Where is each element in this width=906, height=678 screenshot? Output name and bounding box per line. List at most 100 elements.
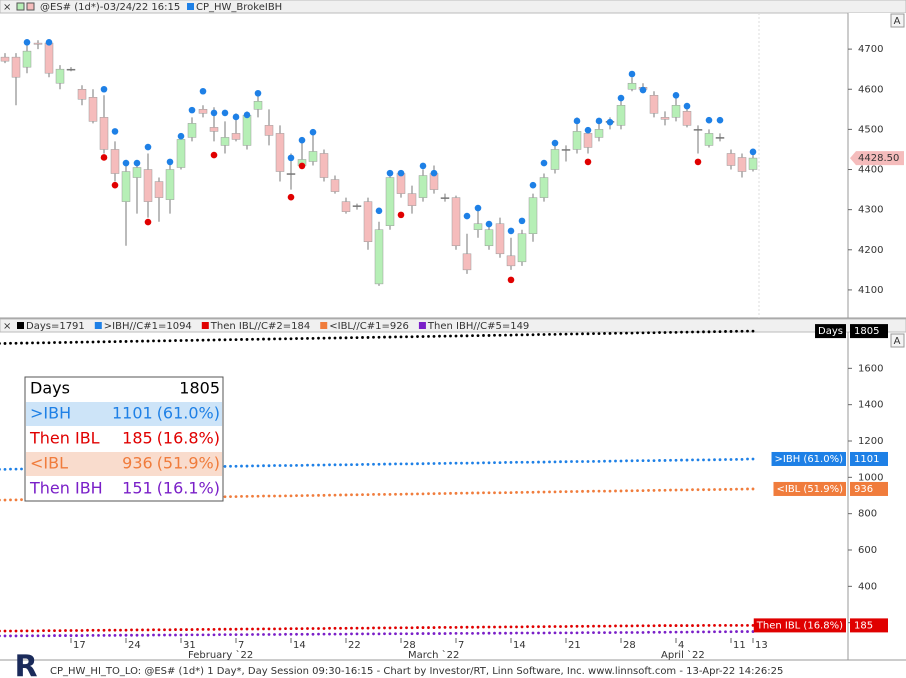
signal-dot [397, 211, 405, 219]
dot [251, 464, 254, 468]
dot [0, 634, 1, 638]
signal-dot [199, 87, 207, 95]
end-tag-label: >IBH (61.0%) [775, 454, 844, 465]
candle-body [451, 197, 461, 247]
close-x[interactable]: × [3, 321, 11, 332]
dot [460, 631, 463, 635]
dot [542, 333, 546, 336]
dot [487, 334, 491, 337]
dot [586, 631, 590, 635]
dot [647, 630, 650, 634]
dot [696, 458, 700, 462]
dot [740, 623, 744, 627]
candle-body [407, 193, 417, 206]
dot [0, 629, 1, 633]
lower-header [0, 318, 906, 333]
value-tag-label: 1101 [854, 454, 879, 465]
dot [383, 632, 386, 636]
candle-body [264, 125, 274, 136]
row-value: 1805 [179, 379, 220, 398]
dot [97, 633, 100, 637]
dot [427, 632, 430, 635]
dot [669, 488, 672, 492]
dot [201, 633, 205, 637]
candle-body [715, 137, 725, 139]
dot [421, 626, 425, 629]
dot [746, 329, 749, 333]
dot [707, 630, 711, 634]
x-tick-label: 13 [755, 640, 768, 651]
dot [42, 634, 45, 638]
dot [691, 458, 694, 462]
row-name: Then IBH [29, 479, 103, 498]
dot [526, 460, 529, 464]
x-tick-label: 11 [733, 640, 746, 651]
dot [416, 626, 419, 629]
dot [526, 333, 529, 337]
dot [207, 338, 210, 342]
dot [190, 628, 194, 631]
dot [713, 458, 716, 462]
close-x[interactable]: × [3, 2, 11, 13]
signal-dot [672, 91, 680, 99]
candle-body [583, 133, 593, 148]
dot [399, 462, 403, 466]
dot [278, 494, 282, 498]
dot [256, 337, 260, 341]
dot [53, 341, 56, 344]
dot [460, 461, 463, 465]
dot [3, 498, 7, 502]
dot [75, 629, 78, 632]
dot [641, 489, 645, 492]
dot [47, 634, 51, 638]
dot [614, 624, 617, 628]
dot [355, 632, 359, 636]
dot [14, 498, 18, 502]
dot [289, 464, 293, 467]
y-tick-label: 1200 [858, 436, 883, 447]
dot [691, 624, 694, 627]
candle-body [748, 157, 758, 170]
dot [201, 338, 205, 342]
candle-body [484, 229, 494, 247]
signal-dot [210, 151, 218, 159]
dot [86, 628, 89, 632]
dot [658, 630, 661, 634]
dot [47, 341, 51, 345]
dot [421, 492, 425, 496]
dot [355, 626, 359, 630]
dot [658, 459, 661, 462]
dot [581, 460, 584, 463]
candle-body [473, 223, 483, 230]
dot [350, 626, 353, 630]
dot [372, 462, 375, 466]
dot [751, 329, 755, 333]
dot [119, 340, 122, 343]
row-pct: (16.8%) [157, 429, 220, 448]
row-highlight [26, 452, 222, 476]
y-tick-label: 4500 [858, 124, 883, 135]
dot [394, 335, 397, 339]
button[interactable] [890, 13, 905, 28]
dot [300, 627, 304, 631]
dot [746, 630, 749, 633]
dot [3, 467, 7, 471]
dot [564, 490, 568, 494]
y-tick-label: 400 [858, 581, 877, 592]
dot [432, 492, 436, 496]
dot [405, 632, 408, 636]
dot [630, 631, 634, 634]
dot [355, 493, 359, 497]
signal-dot [309, 128, 317, 136]
button[interactable] [890, 333, 905, 348]
dot [454, 625, 458, 629]
dot [179, 633, 183, 637]
button-label: A [894, 336, 901, 347]
dot [223, 627, 227, 631]
dot [537, 490, 540, 494]
dot [157, 628, 161, 632]
dot [405, 492, 408, 496]
dot [229, 627, 232, 631]
dot [25, 341, 29, 345]
dot [421, 335, 425, 338]
